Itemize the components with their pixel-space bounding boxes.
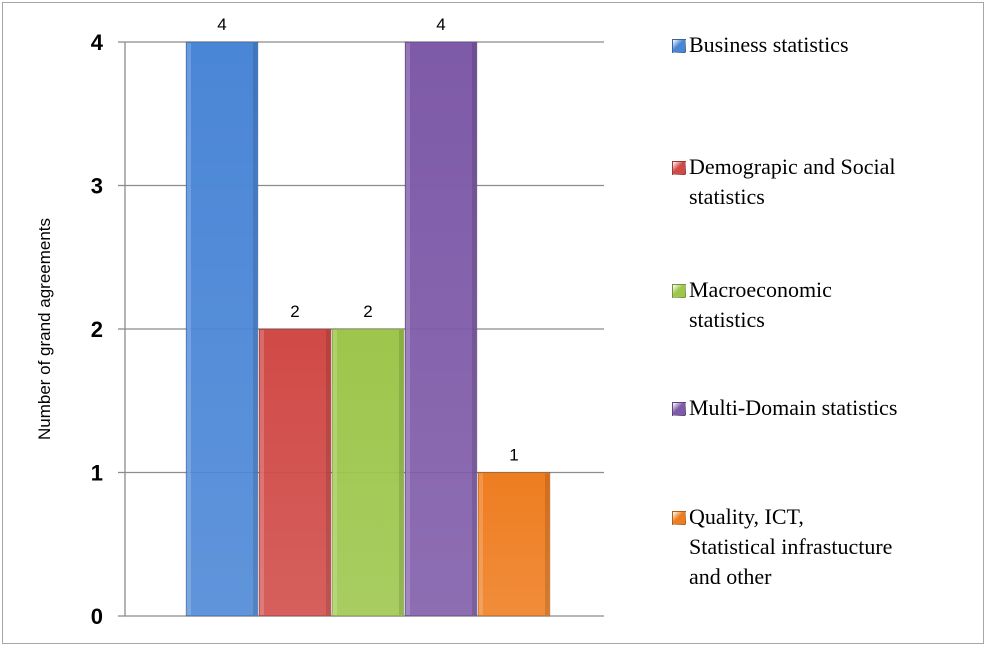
legend-swatch xyxy=(672,284,686,298)
legend-label-line: Multi-Domain statistics xyxy=(689,395,898,420)
legend-label: Multi-Domain statistics xyxy=(689,393,897,423)
bar-bevel-right xyxy=(253,43,257,615)
legend-item: Business statistics xyxy=(672,30,972,60)
bar xyxy=(331,328,405,617)
legend-swatch xyxy=(672,161,686,175)
legend-item: Quality, ICT, Statistical infrastucture an… xyxy=(672,502,972,592)
y-tick-label: 1 xyxy=(91,461,103,486)
data-label: 2 xyxy=(363,302,372,321)
bar xyxy=(477,472,551,617)
legend-label: Demograpic and Social statistics xyxy=(689,152,896,212)
y-axis-title: Number of grand agreements xyxy=(35,218,54,440)
legend-label-line: statistics xyxy=(689,184,765,209)
bar xyxy=(404,41,478,617)
data-label: 1 xyxy=(509,446,518,465)
y-tick-label: 0 xyxy=(91,604,103,629)
y-tick-label: 4 xyxy=(91,30,104,55)
bar xyxy=(185,41,259,617)
bar-bevel-left xyxy=(479,473,483,615)
data-label: 2 xyxy=(290,302,299,321)
bar-bevel-right xyxy=(399,330,403,615)
legend-label: Quality, ICT, Statistical infrastucture an… xyxy=(689,502,892,592)
legend-label-line: Statistical infrastucture xyxy=(689,534,893,559)
legend-swatch xyxy=(672,39,686,53)
legend-label-line: Demograpic and Social xyxy=(689,154,896,179)
legend-item: Multi-Domain statistics xyxy=(672,393,972,423)
bar-bevel-right xyxy=(472,43,476,615)
bar xyxy=(258,328,332,617)
legend-label: Business statistics xyxy=(689,30,849,60)
data-label: 4 xyxy=(217,15,226,34)
bar-bevel-right xyxy=(326,330,330,615)
data-label: 4 xyxy=(436,15,445,34)
legend-label-line: and other xyxy=(689,564,772,589)
legend-label-line: Business statistics xyxy=(689,32,849,57)
legend-label-line: Macroeconomic xyxy=(689,277,832,302)
bar-bevel-left xyxy=(260,330,264,615)
legend-item: Demograpic and Social statistics xyxy=(672,152,972,212)
bar-bevel-left xyxy=(187,43,191,615)
legend-swatch xyxy=(672,511,686,525)
bar-bevel-left xyxy=(406,43,410,615)
y-tick-label: 3 xyxy=(91,174,103,199)
y-tick-label: 2 xyxy=(91,317,103,342)
bar-bevel-right xyxy=(545,473,549,615)
legend-label-line: statistics xyxy=(689,307,765,332)
legend-swatch xyxy=(672,402,686,416)
legend-label: Macroeconomic statistics xyxy=(689,275,832,335)
bar-bevel-left xyxy=(333,330,337,615)
legend-label-line: Quality, ICT, xyxy=(689,504,804,529)
legend-item: Macroeconomic statistics xyxy=(672,275,972,335)
